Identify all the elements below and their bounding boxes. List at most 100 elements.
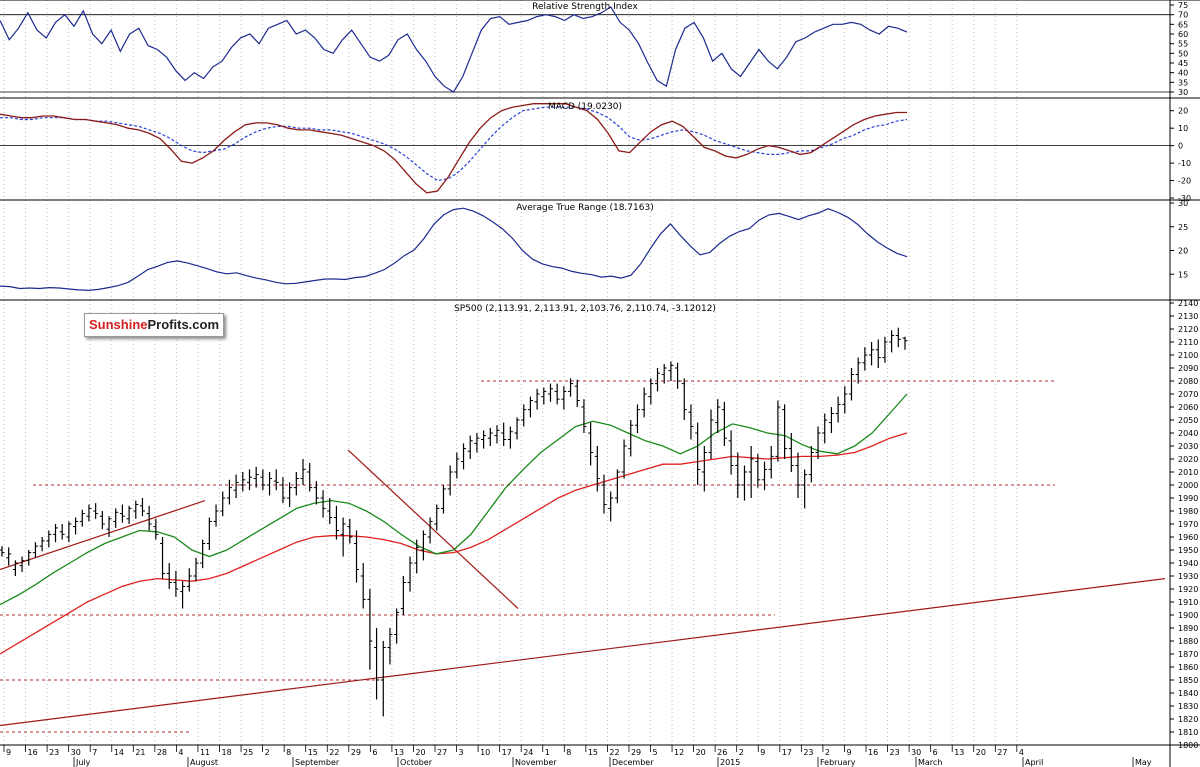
y-tick-label: -20: [1178, 177, 1191, 186]
y-tick-label: 1990: [1178, 494, 1198, 503]
y-tick-label: 1890: [1178, 624, 1198, 633]
x-tick-label: 13: [954, 748, 964, 757]
price-bar: [681, 378, 687, 420]
x-tick-label: 6: [933, 748, 938, 757]
month-label: October: [400, 758, 433, 767]
price-bar: [320, 490, 326, 518]
y-tick-label: 1810: [1178, 728, 1198, 737]
y-tick-label: -30: [1178, 194, 1191, 203]
price-bar: [166, 563, 172, 589]
y-tick-label: 1870: [1178, 650, 1198, 659]
x-tick-label: 23: [49, 748, 59, 757]
price-bar: [347, 518, 353, 544]
y-tick-label: 1930: [1178, 572, 1198, 581]
price-bar: [634, 404, 640, 433]
pane-title: Average True Range (18.7163): [516, 203, 653, 213]
price-bar: [380, 641, 386, 717]
y-tick-label: 2020: [1178, 455, 1198, 464]
price-bar: [139, 498, 145, 517]
y-tick-label: 2000: [1178, 481, 1198, 490]
y-tick-label: 20: [1178, 247, 1188, 256]
month-label: March: [918, 758, 942, 767]
price-bar: [434, 504, 440, 531]
y-tick-label: 2040: [1178, 429, 1198, 438]
y-tick-label: 20: [1178, 107, 1188, 116]
price-bar: [133, 500, 139, 519]
price-bar: [113, 508, 119, 528]
x-tick-label: 16: [28, 748, 38, 757]
y-tick-label: 1900: [1178, 611, 1198, 620]
y-tick-label: 25: [1178, 223, 1188, 232]
month-label: September: [295, 758, 340, 767]
price-bar: [367, 589, 373, 670]
price-bar: [848, 368, 854, 401]
price-bar: [12, 560, 18, 576]
y-tick-label: 0: [1178, 142, 1183, 151]
price-bar: [79, 509, 85, 527]
x-tick-label: 20: [976, 748, 986, 757]
price-bar: [688, 404, 694, 440]
price-bar: [186, 568, 192, 592]
price-bar: [628, 420, 634, 457]
price-bar: [721, 401, 727, 446]
x-tick-label: 21: [135, 748, 145, 757]
price-bar: [340, 517, 346, 557]
x-tick-label: 7: [92, 748, 97, 757]
x-tick-label: 27: [997, 748, 1007, 757]
y-tick-label: 40: [1178, 69, 1188, 78]
sunshine-profits-logo: SunshineProfits.com: [84, 313, 224, 337]
x-tick-label: 30: [71, 748, 81, 757]
price-bar: [180, 581, 186, 609]
x-tick-label: 5: [653, 748, 658, 757]
x-tick-label: 15: [308, 748, 318, 757]
x-tick-label: 26: [717, 748, 727, 757]
x-tick-label: 28: [157, 748, 167, 757]
price-bar: [588, 422, 594, 466]
price-bar: [782, 404, 788, 459]
price-bar: [246, 469, 252, 491]
price-bar: [126, 505, 132, 524]
price-bar: [387, 628, 393, 665]
downtrend-line: [347, 449, 519, 609]
price-bar: [815, 426, 821, 459]
price-bar: [547, 383, 553, 402]
price-bar: [447, 465, 453, 496]
y-tick-label: 1910: [1178, 598, 1198, 607]
pane-title: SP500 (2,113.91, 2,113.91, 2,103.76, 2,1…: [454, 304, 716, 314]
x-tick-label: 9: [846, 748, 851, 757]
price-bar: [440, 485, 446, 514]
price-bar: [842, 386, 848, 414]
support-resistance-levels: [0, 380, 1055, 733]
price-bar: [260, 469, 266, 491]
x-tick-label: 12: [674, 748, 684, 757]
price-bar: [621, 439, 627, 479]
price-bar: [601, 474, 607, 514]
x-tick-label: 4: [1019, 748, 1024, 757]
price-bar: [715, 399, 721, 433]
x-tick-label: 6: [372, 748, 377, 757]
x-tick-label: 17: [502, 748, 512, 757]
price-bar: [855, 357, 861, 384]
x-tick-label: 8: [566, 748, 571, 757]
price-bar: [788, 433, 794, 472]
y-tick-label: 30: [1178, 88, 1188, 97]
x-tick-label: 22: [609, 748, 619, 757]
y-tick-label: 2110: [1178, 338, 1198, 347]
price-bar: [53, 524, 59, 543]
y-tick-label: 1860: [1178, 663, 1198, 672]
price-bar: [641, 387, 647, 418]
price-bar: [695, 422, 701, 485]
price-bar: [240, 472, 246, 492]
month-label: August: [190, 758, 218, 767]
price-bar: [233, 474, 239, 498]
price-bar: [173, 570, 179, 597]
y-tick-label: 2010: [1178, 468, 1198, 477]
x-tick-label: 2: [265, 748, 270, 757]
price-bar: [648, 378, 654, 405]
month-label: February: [820, 758, 856, 767]
price-bar: [400, 576, 406, 615]
x-tick-label: 3: [459, 748, 464, 757]
price-bar: [608, 491, 614, 522]
price-bar: [534, 388, 540, 410]
